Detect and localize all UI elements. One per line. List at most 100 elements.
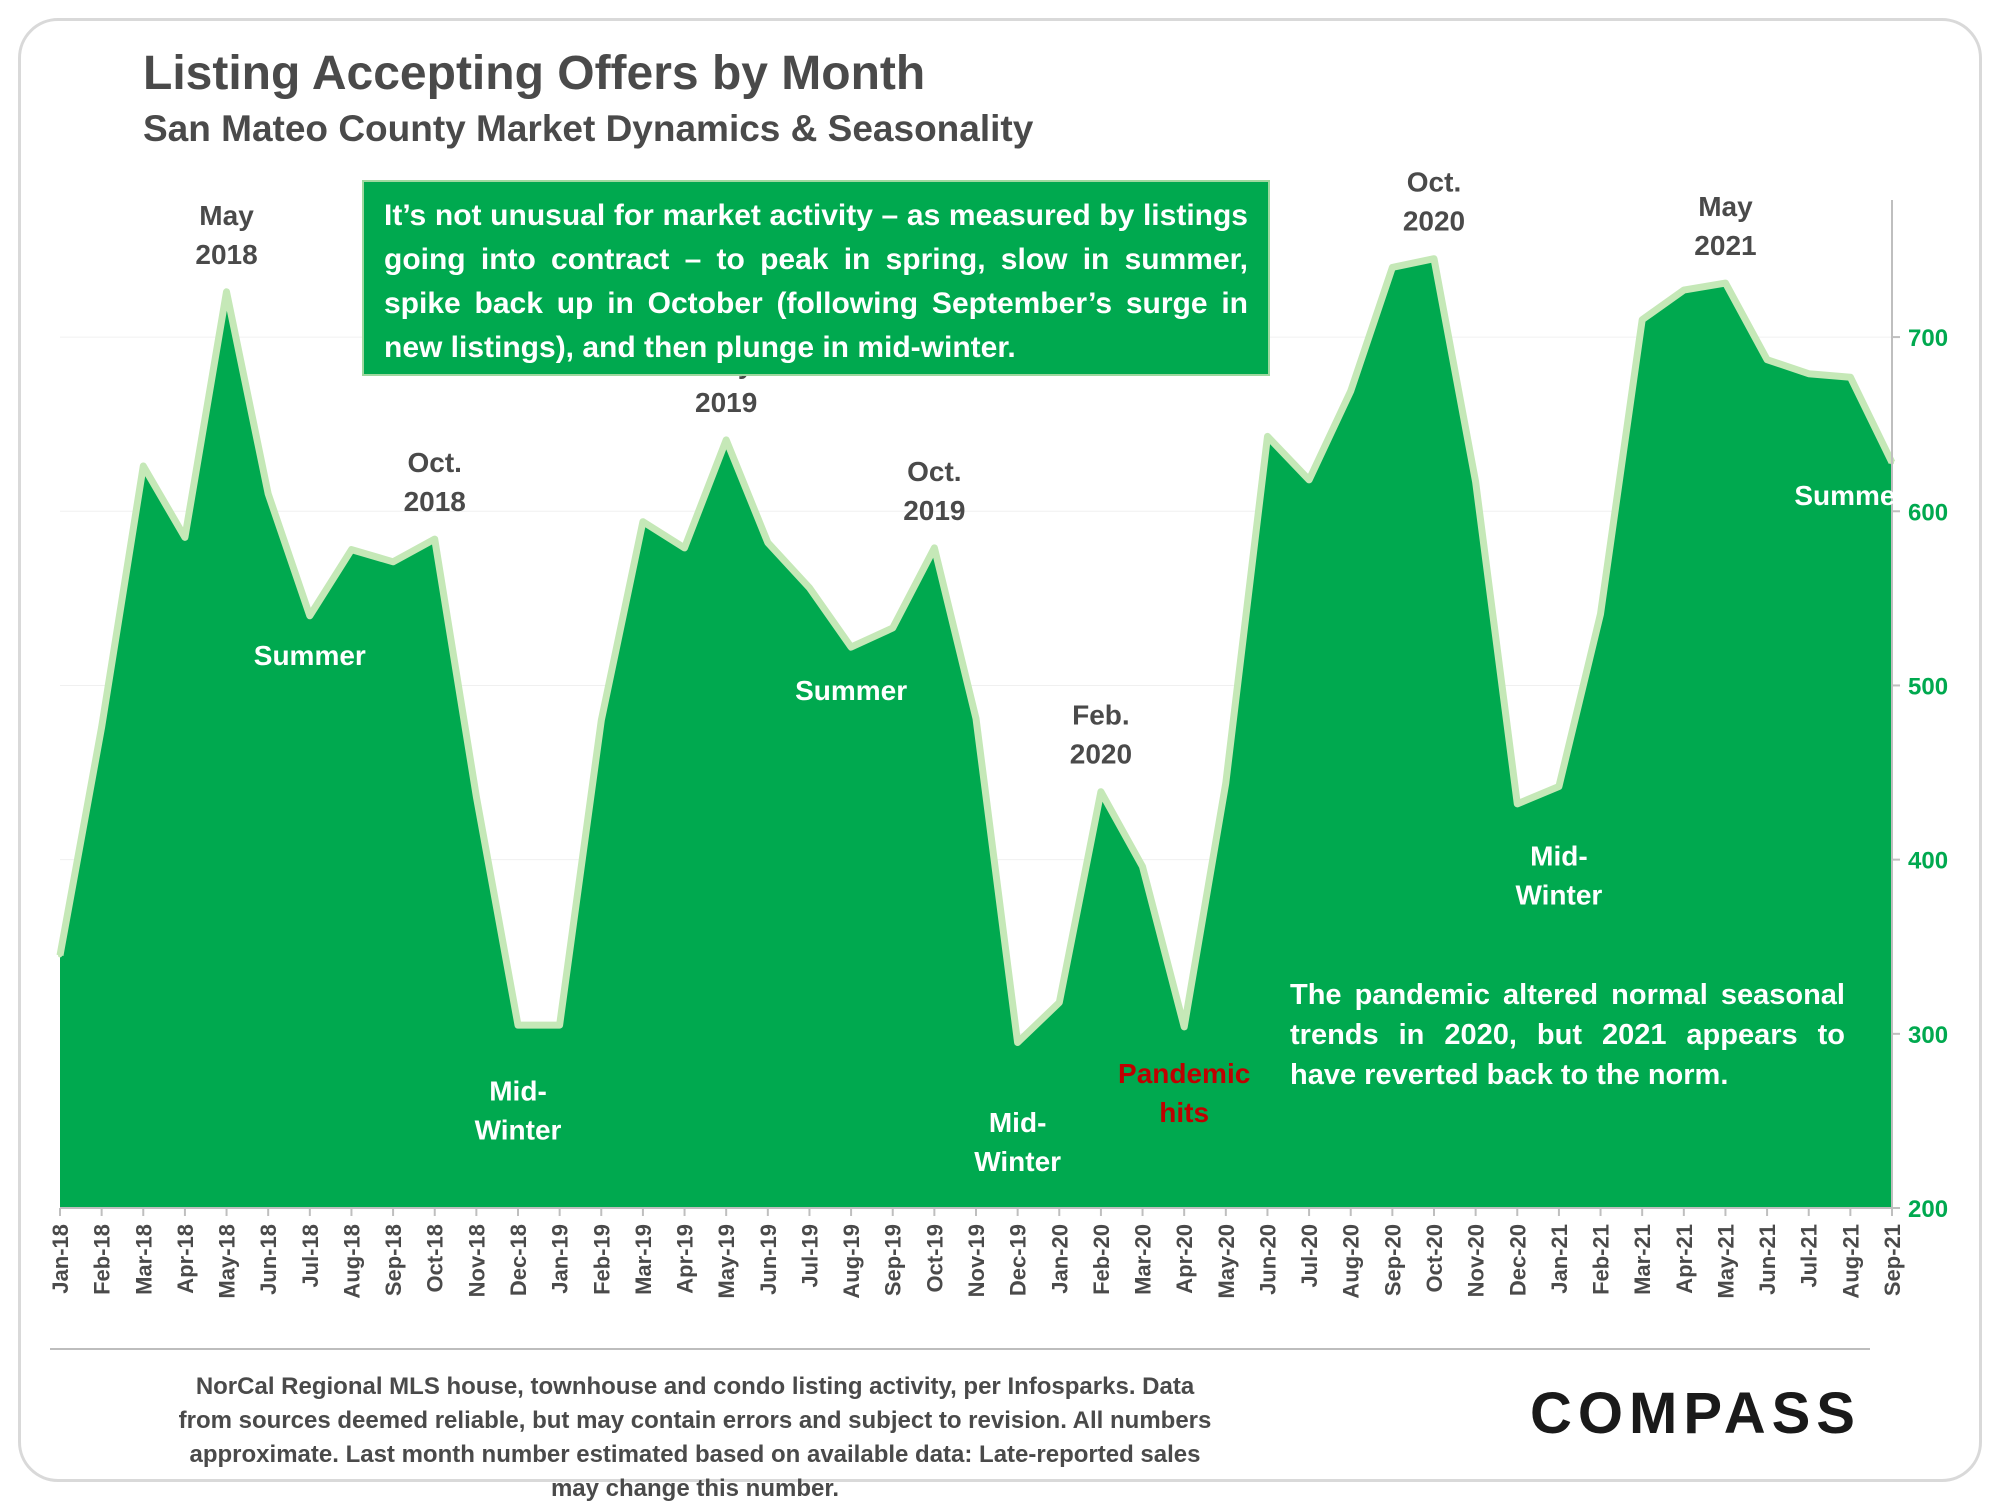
annotation-label: Oct. — [907, 456, 961, 487]
data-point — [557, 1023, 562, 1028]
data-point — [349, 547, 354, 552]
annotation-label: Mid- — [989, 1107, 1047, 1138]
data-point — [1723, 281, 1728, 286]
data-point — [141, 464, 146, 468]
x-tick-label: Mar-18 — [131, 1224, 156, 1295]
x-tick-label: May-20 — [1214, 1224, 1239, 1299]
x-tick-label: Jul-20 — [1297, 1224, 1322, 1288]
annotation-label: May — [199, 200, 254, 231]
data-point — [1348, 389, 1353, 394]
data-point — [432, 537, 437, 542]
data-point — [890, 626, 895, 630]
data-point — [58, 953, 62, 958]
annotation-label: 2018 — [195, 239, 257, 270]
x-tick-label: Nov-19 — [964, 1224, 989, 1297]
x-tick-label: Sep-18 — [381, 1224, 406, 1296]
data-point — [182, 535, 187, 540]
footer-divider — [50, 1348, 1870, 1350]
x-tick-label: May-19 — [714, 1224, 739, 1299]
data-point — [1765, 357, 1770, 362]
annotation-label: Winter — [475, 1115, 562, 1146]
y-tick-label: 400 — [1908, 848, 1948, 875]
data-point — [849, 645, 854, 650]
annotation-label: May — [1698, 191, 1753, 222]
annotation-label: Mid- — [489, 1076, 547, 1107]
data-point — [765, 540, 770, 545]
x-tick-label: Jun-20 — [1255, 1224, 1280, 1295]
x-tick-label: Jul-19 — [797, 1224, 822, 1288]
x-tick-label: Jan-20 — [1047, 1224, 1072, 1294]
data-point — [1432, 256, 1436, 261]
x-tick-label: Dec-18 — [506, 1224, 531, 1296]
x-tick-label: Mar-19 — [631, 1224, 656, 1295]
data-point — [682, 545, 687, 550]
x-tick-label: Feb-19 — [589, 1224, 614, 1295]
x-tick-label: Nov-18 — [464, 1224, 489, 1297]
data-point — [599, 718, 604, 723]
data-point — [307, 613, 312, 618]
x-tick-label: Aug-21 — [1838, 1224, 1863, 1299]
compass-logo: COMPASS — [1530, 1381, 1861, 1446]
data-point — [1015, 1040, 1020, 1045]
x-tick-label: Sep-20 — [1380, 1224, 1405, 1296]
data-point — [1556, 784, 1561, 789]
annotation-label: Feb. — [1072, 700, 1130, 731]
x-tick-label: Oct-20 — [1422, 1224, 1447, 1292]
pandemic-note: The pandemic altered normal seasonal tre… — [1290, 979, 1845, 1091]
annotation-label: hits — [1159, 1097, 1209, 1128]
x-tick-label: Aug-20 — [1339, 1224, 1364, 1299]
data-point — [516, 1023, 520, 1028]
y-tick-label: 700 — [1908, 325, 1948, 352]
data-point — [974, 716, 978, 721]
x-tick-label: Jun-19 — [756, 1224, 781, 1295]
x-tick-label: Jun-21 — [1755, 1224, 1780, 1295]
annotation-label: 2020 — [1403, 206, 1465, 237]
annotation-label: Pandemic — [1118, 1058, 1250, 1089]
x-tick-label: Aug-19 — [839, 1224, 864, 1299]
x-tick-label: Nov-20 — [1464, 1224, 1489, 1297]
data-point — [1140, 864, 1145, 869]
x-tick-label: Jul-18 — [298, 1224, 323, 1288]
data-point — [224, 289, 229, 294]
x-tick-label: Sep-21 — [1880, 1224, 1905, 1296]
x-tick-label: Aug-18 — [339, 1224, 364, 1299]
annotation-label: Oct. — [1407, 167, 1461, 198]
annotation-label: 2019 — [903, 495, 965, 526]
data-point — [1098, 789, 1103, 794]
y-tick-label: 200 — [1908, 1196, 1948, 1223]
chart-title: Listing Accepting Offers by Month — [143, 47, 926, 100]
x-tick-label: May-21 — [1713, 1224, 1738, 1299]
x-tick-label: Feb-20 — [1089, 1224, 1114, 1295]
data-point — [1307, 477, 1312, 482]
chart-subtitle: San Mateo County Market Dynamics & Seaso… — [143, 108, 1034, 149]
x-tick-label: Dec-19 — [1006, 1224, 1031, 1296]
data-point — [1182, 1024, 1187, 1029]
data-point — [807, 585, 812, 590]
x-tick-label: Dec-20 — [1505, 1224, 1530, 1296]
data-point — [1598, 612, 1603, 616]
x-tick-label: Jun-18 — [256, 1224, 281, 1295]
x-tick-label: Jan-21 — [1547, 1224, 1572, 1294]
data-point — [1223, 781, 1228, 785]
x-tick-label: Jan-18 — [48, 1224, 73, 1294]
annotation-label: Summer — [1794, 480, 1906, 511]
x-tick-label: Apr-21 — [1672, 1224, 1697, 1294]
annotation-label: Winter — [974, 1146, 1061, 1177]
data-point — [724, 437, 729, 442]
x-tick-label: Feb-21 — [1589, 1224, 1614, 1295]
annotation-label: 2018 — [404, 486, 466, 517]
data-point — [932, 545, 937, 550]
annotation-label: 2020 — [1070, 739, 1132, 770]
annotation-label: 2019 — [695, 387, 757, 418]
x-tick-label: Apr-19 — [673, 1224, 698, 1294]
x-tick-label: Mar-21 — [1630, 1224, 1655, 1295]
x-tick-label: Jan-19 — [548, 1224, 573, 1294]
data-point — [1057, 1000, 1062, 1005]
annotation-label: Summer — [795, 675, 907, 706]
x-tick-label: Oct-19 — [922, 1224, 947, 1292]
x-tick-label: Mar-20 — [1131, 1224, 1156, 1295]
annotation-label: 2021 — [1694, 230, 1756, 261]
y-tick-label: 300 — [1908, 1022, 1948, 1049]
x-tick-label: Feb-18 — [90, 1224, 115, 1295]
y-tick-label: 600 — [1908, 499, 1948, 526]
